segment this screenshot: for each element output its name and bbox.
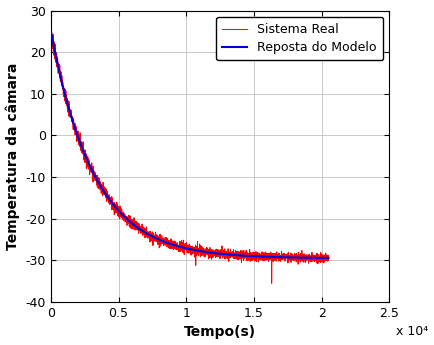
Sistema Real <box>269 281 274 285</box>
X-axis label: Tempo(s): Tempo(s) <box>184 325 256 339</box>
Sistema Real <box>167 238 172 243</box>
Sistema Real <box>155 236 160 240</box>
Reposta do Modelo <box>326 256 331 260</box>
Sistema Real <box>321 253 326 257</box>
Sistema Real <box>96 186 102 190</box>
Reposta do Modelo <box>167 241 172 246</box>
Line: Reposta do Modelo: Reposta do Modelo <box>51 31 329 258</box>
Reposta do Modelo <box>48 29 53 33</box>
Reposta do Modelo <box>80 147 85 151</box>
Text: x 10⁴: x 10⁴ <box>396 325 428 338</box>
Reposta do Modelo <box>96 181 102 186</box>
Reposta do Modelo <box>155 237 160 241</box>
Reposta do Modelo <box>320 256 326 260</box>
Reposta do Modelo <box>290 255 296 259</box>
Y-axis label: Temperatura da câmara: Temperatura da câmara <box>6 62 20 250</box>
Sistema Real <box>291 253 296 257</box>
Sistema Real <box>326 256 331 260</box>
Sistema Real <box>80 152 85 156</box>
Line: Sistema Real: Sistema Real <box>51 25 329 283</box>
Sistema Real <box>48 23 53 27</box>
Legend: Sistema Real, Reposta do Modelo: Sistema Real, Reposta do Modelo <box>216 17 383 60</box>
